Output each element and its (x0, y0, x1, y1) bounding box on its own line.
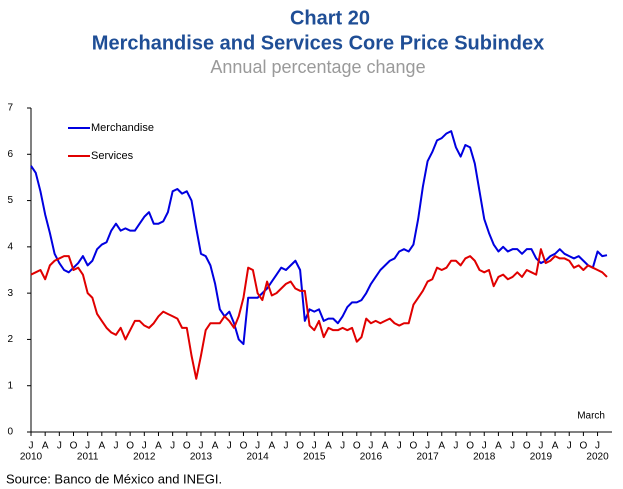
x-tick-label: J (538, 441, 543, 452)
x-tick-label: J (510, 441, 515, 452)
x-group-label: 2020 (586, 452, 609, 463)
x-tick-label: J (312, 441, 317, 452)
x-tick-label: O (240, 441, 248, 452)
x-tick-label: J (567, 441, 572, 452)
x-group-label: 2019 (530, 452, 553, 463)
x-group-label: 2012 (133, 452, 156, 463)
x-tick-label: O (353, 441, 361, 452)
x-group-label: 2010 (20, 452, 43, 463)
legend-label: Services (91, 150, 134, 162)
x-tick-label: J (595, 441, 600, 452)
x-group-label: 2015 (303, 452, 326, 463)
x-tick-label: A (155, 441, 162, 452)
x-tick-label: J (113, 441, 118, 452)
x-tick-label: J (29, 441, 34, 452)
x-tick-label: O (126, 441, 134, 452)
x-tick-label: O (466, 441, 474, 452)
x-tick-label: O (580, 441, 588, 452)
legend-label: Merchandise (91, 122, 154, 134)
x-tick-label: J (85, 441, 90, 452)
x-group-label: 2018 (473, 452, 496, 463)
chart-title: Chart 20 (290, 7, 370, 29)
y-tick-label: 1 (7, 380, 13, 391)
series-line (30, 130, 608, 346)
series-line (30, 248, 608, 380)
x-tick-label: A (268, 441, 275, 452)
y-tick-label: 7 (7, 103, 13, 114)
source-note: Source: Banco de México and INEGI. (6, 471, 222, 486)
x-group-label: 2014 (246, 452, 269, 463)
x-tick-label: J (482, 441, 487, 452)
x-tick-label: O (523, 441, 531, 452)
x-group-label: 2011 (77, 452, 99, 463)
x-tick-label: O (296, 441, 304, 452)
x-tick-label: A (438, 441, 445, 452)
x-tick-label: J (142, 441, 147, 452)
y-axis-label: Annual percentage change (210, 57, 425, 77)
x-tick-label: A (495, 441, 502, 452)
x-tick-label: A (42, 441, 49, 452)
x-tick-label: J (340, 441, 345, 452)
x-tick-label: J (368, 441, 373, 452)
x-tick-label: A (382, 441, 389, 452)
x-group-label: 2013 (190, 452, 213, 463)
y-tick-label: 4 (7, 241, 13, 252)
x-tick-label: J (198, 441, 203, 452)
chart-subtitle: Merchandise and Services Core Price Subi… (92, 32, 544, 54)
x-tick-label: J (227, 441, 232, 452)
x-tick-label: J (283, 441, 288, 452)
x-tick-label: O (183, 441, 191, 452)
x-group-label: 2017 (416, 452, 439, 463)
x-tick-label: J (170, 441, 175, 452)
x-tick-label: A (212, 441, 219, 452)
x-group-label: 2016 (360, 452, 383, 463)
x-tick-label: A (552, 441, 559, 452)
x-tick-label: O (410, 441, 418, 452)
y-tick-label: 2 (7, 334, 13, 345)
x-tick-label: O (70, 441, 78, 452)
y-tick-label: 5 (7, 195, 13, 206)
x-tick-label: J (397, 441, 402, 452)
x-tick-label: J (57, 441, 62, 452)
x-tick-label: A (325, 441, 332, 452)
x-tick-label: J (453, 441, 458, 452)
annotation: March (577, 411, 605, 422)
x-tick-label: J (425, 441, 430, 452)
y-tick-label: 6 (7, 149, 13, 160)
x-tick-label: J (255, 441, 260, 452)
y-tick-label: 3 (7, 288, 13, 299)
y-tick-label: 0 (7, 427, 13, 438)
x-tick-label: A (98, 441, 105, 452)
